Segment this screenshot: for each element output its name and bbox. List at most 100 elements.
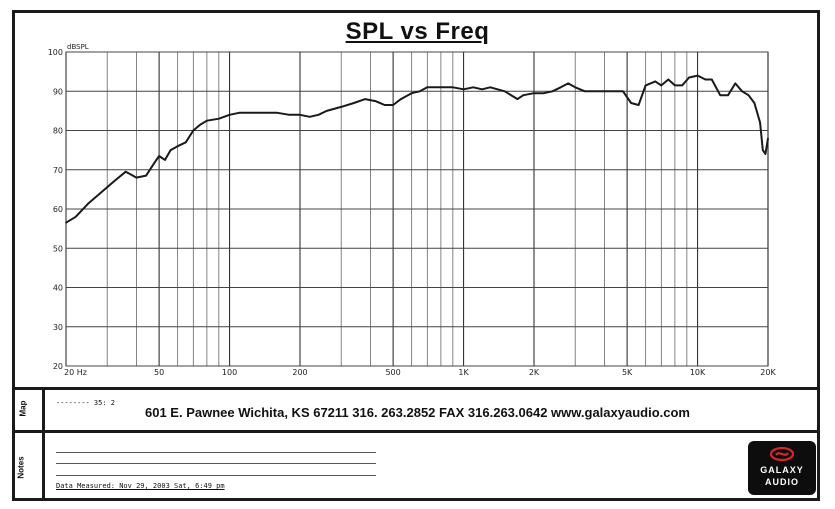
note-line	[56, 452, 376, 453]
data-point	[218, 117, 220, 120]
x-tick-label: 100	[222, 368, 237, 377]
logo-text-galaxy: GALAXY	[760, 465, 804, 475]
data-point	[753, 102, 756, 104]
divider-top	[12, 387, 820, 390]
data-point	[325, 110, 328, 112]
map-cell: Map	[12, 390, 45, 430]
data-point	[426, 86, 429, 89]
data-point	[169, 149, 172, 151]
data-point	[400, 98, 402, 100]
data-point	[741, 90, 743, 93]
data-point	[419, 90, 421, 93]
data-point	[637, 104, 640, 106]
data-point	[567, 82, 569, 85]
logo-swirl-icon	[770, 447, 794, 461]
data-point	[185, 141, 187, 144]
data-point	[747, 94, 750, 96]
data-point	[533, 92, 535, 94]
data-point	[489, 86, 492, 89]
data-point	[288, 114, 291, 116]
data-point	[392, 104, 394, 106]
x-tick-label: 20K	[760, 368, 776, 377]
divider-middle	[12, 430, 820, 433]
data-point	[759, 121, 761, 124]
x-tick-label: 10K	[690, 368, 706, 377]
x-tick-label: 2K	[529, 368, 540, 377]
data-point	[542, 92, 545, 94]
x-tick-label: 200	[292, 368, 307, 377]
spl-response-line	[65, 74, 769, 224]
data-point	[603, 90, 606, 93]
y-tick-label: 90	[53, 87, 63, 96]
y-tick-label: 50	[53, 244, 63, 253]
data-point	[154, 161, 156, 163]
spl-chart: 20 30 40 50 60 70 80 90 100 20 Hz 50 100 200 500 1K 2K 5…	[48, 43, 777, 377]
data-point	[551, 90, 554, 93]
notes-cell: Notes	[12, 433, 45, 501]
data-point	[481, 88, 483, 91]
chart-title: SPL vs Freq	[345, 18, 490, 45]
data-point	[410, 92, 413, 94]
data-point	[374, 100, 377, 102]
data-point	[688, 76, 690, 79]
data-point	[704, 78, 707, 81]
data-point	[317, 114, 320, 116]
data-point	[206, 119, 208, 122]
data-point	[592, 90, 595, 93]
data-point	[762, 149, 764, 151]
data-point	[228, 114, 231, 116]
data-point	[176, 145, 179, 147]
data-point	[158, 155, 160, 157]
data-point	[299, 114, 301, 116]
data-point	[364, 98, 367, 100]
data-point	[522, 94, 525, 96]
data-point	[276, 112, 279, 114]
data-point	[340, 106, 343, 108]
data-point	[654, 80, 657, 83]
data-point	[247, 112, 249, 114]
data-point	[644, 84, 647, 87]
cursor-note: -------- 35: 2	[56, 399, 116, 407]
data-point	[734, 82, 737, 85]
y-tick-label: 40	[53, 284, 63, 293]
company-address: 601 E. Pawnee Wichita, KS 67211 316. 263…	[145, 405, 690, 420]
y-tick-label: 60	[53, 205, 63, 214]
x-tick-label: 5K	[622, 368, 633, 377]
data-point	[622, 90, 624, 93]
x-tick-label: 20 Hz	[64, 368, 87, 377]
data-point	[383, 104, 386, 106]
data-point	[135, 176, 138, 179]
data-point	[462, 88, 465, 91]
data-point	[559, 86, 562, 89]
data-point	[613, 90, 615, 93]
data-point	[452, 86, 454, 89]
data-point	[65, 221, 67, 224]
data-point	[660, 84, 663, 87]
data-point	[504, 90, 506, 93]
data-point	[767, 137, 769, 140]
note-line	[56, 463, 376, 464]
data-point	[440, 86, 442, 89]
data-point	[124, 170, 127, 173]
data-point	[238, 112, 240, 114]
data-point	[584, 90, 586, 93]
data-point	[696, 74, 699, 77]
notes-label: Notes	[16, 456, 26, 479]
logo-text-audio: AUDIO	[765, 477, 799, 487]
data-point	[516, 98, 519, 100]
data-point	[263, 112, 265, 114]
data-point	[574, 86, 576, 89]
y-tick-label: 30	[53, 323, 63, 332]
data-point	[630, 102, 632, 104]
x-tick-label: 500	[385, 368, 400, 377]
data-point	[145, 174, 147, 177]
data-point	[199, 123, 202, 126]
x-tick-label: 1K	[458, 368, 469, 377]
y-tick-label: 80	[53, 127, 63, 136]
data-point	[674, 84, 676, 87]
data-point	[719, 94, 721, 96]
y-tick-label: 70	[53, 166, 63, 175]
date-measured: Data Measured: Nov 29, 2003 Sat, 6:49 pm	[56, 482, 225, 490]
data-point	[74, 216, 77, 218]
y-axis-label: dBSPL	[67, 43, 89, 51]
